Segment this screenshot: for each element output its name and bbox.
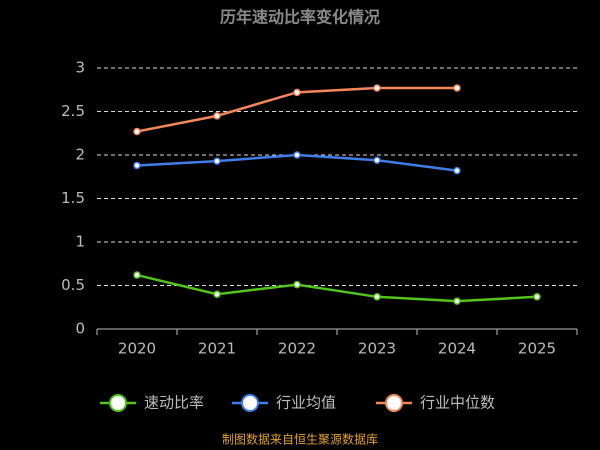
data-point bbox=[453, 84, 461, 92]
y-tick-label: 2 bbox=[75, 146, 85, 164]
data-point bbox=[373, 84, 381, 92]
data-point bbox=[453, 297, 461, 305]
x-tick-label: 2025 bbox=[518, 340, 556, 358]
data-point bbox=[373, 293, 381, 301]
data-point bbox=[293, 88, 301, 97]
legend-marker bbox=[241, 394, 259, 412]
y-tick-label: 0.5 bbox=[61, 276, 85, 294]
series-line bbox=[136, 273, 538, 303]
x-tick-label: 2022 bbox=[278, 340, 316, 358]
data-point bbox=[293, 280, 301, 289]
data-point bbox=[453, 166, 461, 175]
chart-title: 历年速动比率变化情况 bbox=[220, 8, 380, 27]
legend-marker bbox=[385, 394, 403, 412]
data-point bbox=[533, 293, 541, 301]
y-tick-label: 1 bbox=[75, 233, 85, 251]
data-point bbox=[133, 127, 141, 136]
legend-label: 速动比率 bbox=[144, 394, 204, 412]
x-tick-label: 2020 bbox=[118, 340, 156, 358]
data-point bbox=[213, 112, 221, 120]
source-note: 制图数据来自恒生聚源数据库 bbox=[222, 432, 378, 447]
data-point bbox=[133, 161, 141, 170]
y-tick-label: 2.5 bbox=[61, 102, 85, 120]
data-point bbox=[293, 151, 301, 159]
x-tick-label: 2024 bbox=[438, 340, 476, 358]
y-tick-label: 0 bbox=[75, 320, 85, 338]
legend-label: 行业均值 bbox=[276, 394, 336, 412]
y-tick-label: 1.5 bbox=[61, 189, 85, 207]
legend-label: 行业中位数 bbox=[420, 394, 495, 412]
data-point bbox=[213, 157, 221, 165]
data-point bbox=[213, 290, 221, 298]
x-tick-label: 2023 bbox=[358, 340, 396, 358]
legend-marker bbox=[109, 394, 127, 412]
data-point bbox=[133, 271, 141, 279]
data-point bbox=[373, 156, 381, 164]
y-tick-label: 3 bbox=[75, 59, 85, 77]
x-tick-label: 2021 bbox=[198, 340, 236, 358]
